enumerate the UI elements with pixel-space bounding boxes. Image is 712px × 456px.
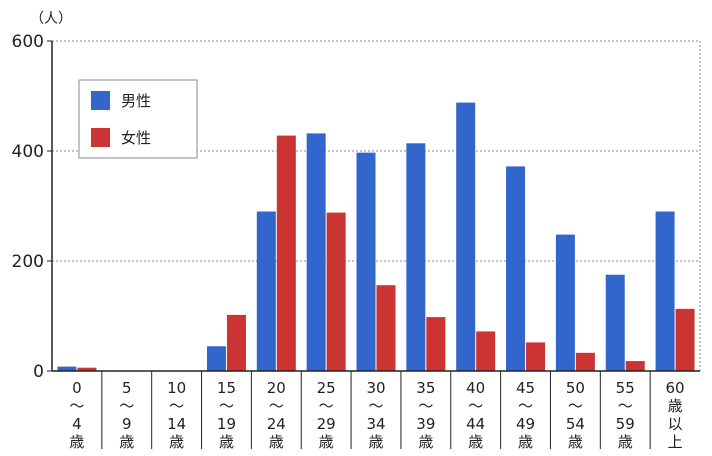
x-tick-label: 歳 [219, 433, 234, 451]
y-unit-label: （人） [30, 11, 72, 27]
x-tick-label: 45 [516, 379, 535, 397]
bars [57, 102, 695, 371]
bar-male-10 [555, 234, 575, 371]
x-tick-label: 歳 [618, 433, 633, 451]
bar-male-0 [57, 366, 77, 371]
bar-female-12 [675, 308, 695, 371]
x-tick-label: 40 [466, 379, 485, 397]
x-tick-label: 歳 [69, 433, 84, 451]
x-tick-label: 歳 [418, 433, 433, 451]
x-tick-label: 〜 [169, 397, 184, 415]
x-tick-label: 歳 [368, 433, 383, 451]
x-tick-label: 14 [167, 415, 186, 433]
y-tick-label: 400 [12, 142, 44, 162]
x-tick-label: 30 [366, 379, 385, 397]
x-tick-label: 49 [516, 415, 535, 433]
legend-label-female: 女性 [121, 129, 151, 147]
x-tick-label: 〜 [219, 397, 234, 415]
x-tick-label: 5 [122, 379, 132, 397]
x-tick-label: 20 [267, 379, 286, 397]
x-tick-label: 〜 [518, 397, 533, 415]
bar-female-6 [376, 285, 396, 371]
x-tick-label: 以 [668, 415, 683, 433]
x-tick-label: 歳 [518, 433, 533, 451]
x-tick-label: 54 [566, 415, 585, 433]
bar-male-3 [206, 346, 226, 371]
bar-male-4 [256, 211, 276, 371]
x-tick-label: 50 [566, 379, 585, 397]
x-tick-label: 歳 [568, 433, 583, 451]
x-tick-label: 歳 [319, 433, 334, 451]
x-tick-label: 上 [668, 433, 683, 451]
bar-male-6 [356, 152, 376, 371]
x-tick-label: 歳 [269, 433, 284, 451]
x-tick-label: 19 [217, 415, 236, 433]
x-tick-label: 〜 [468, 397, 483, 415]
x-tick-label: 歳 [668, 397, 683, 415]
legend-label-male: 男性 [121, 92, 151, 110]
bar-male-7 [406, 143, 426, 371]
x-tick-label: 60 [666, 379, 685, 397]
y-tick-label: 200 [12, 252, 44, 272]
bar-female-3 [226, 314, 246, 371]
bar-male-8 [456, 102, 476, 371]
bar-female-11 [625, 361, 645, 371]
x-tick-label: 〜 [69, 397, 84, 415]
x-tick-labels: 0〜4歳5〜9歳10〜14歳15〜19歳20〜24歳25〜29歳30〜34歳35… [69, 379, 684, 451]
bar-female-4 [276, 135, 296, 371]
x-tick-label: 〜 [618, 397, 633, 415]
x-tick-label: 歳 [169, 433, 184, 451]
bar-male-11 [605, 274, 625, 371]
x-tick-label: 55 [616, 379, 635, 397]
x-tick-label: 15 [217, 379, 236, 397]
x-tick-label: 9 [122, 415, 132, 433]
x-tick-label: 44 [466, 415, 485, 433]
bar-male-9 [506, 166, 526, 371]
x-tick-label: 24 [267, 415, 286, 433]
bar-female-10 [575, 352, 595, 371]
x-tick-label: 10 [167, 379, 186, 397]
axes [47, 40, 700, 449]
x-tick-label: 4 [72, 415, 82, 433]
x-tick-label: 34 [366, 415, 385, 433]
x-tick-label: 35 [416, 379, 435, 397]
x-tick-label: 59 [616, 415, 635, 433]
y-tick-label: 0 [33, 362, 44, 382]
x-tick-label: 〜 [319, 397, 334, 415]
x-tick-label: 〜 [368, 397, 383, 415]
x-tick-label: 〜 [269, 397, 284, 415]
bar-female-5 [326, 212, 346, 371]
y-tick-labels: 0 200 400 600 [12, 32, 44, 382]
x-tick-label: 〜 [568, 397, 583, 415]
x-tick-label: 歳 [468, 433, 483, 451]
legend-swatch-female [91, 128, 110, 147]
x-tick-label: 0 [72, 379, 82, 397]
legend-swatch-male [91, 91, 110, 110]
x-tick-label: 25 [317, 379, 336, 397]
bar-male-12 [655, 211, 675, 371]
bar-female-7 [426, 317, 446, 371]
x-tick-label: 〜 [119, 397, 134, 415]
bar-male-5 [306, 133, 326, 371]
bar-female-8 [476, 331, 496, 371]
bar-female-9 [526, 342, 546, 371]
x-tick-label: 29 [317, 415, 336, 433]
x-tick-label: 39 [416, 415, 435, 433]
y-tick-label: 600 [12, 32, 44, 52]
bar-female-0 [77, 367, 97, 371]
x-tick-label: 〜 [418, 397, 433, 415]
x-tick-label: 歳 [119, 433, 134, 451]
